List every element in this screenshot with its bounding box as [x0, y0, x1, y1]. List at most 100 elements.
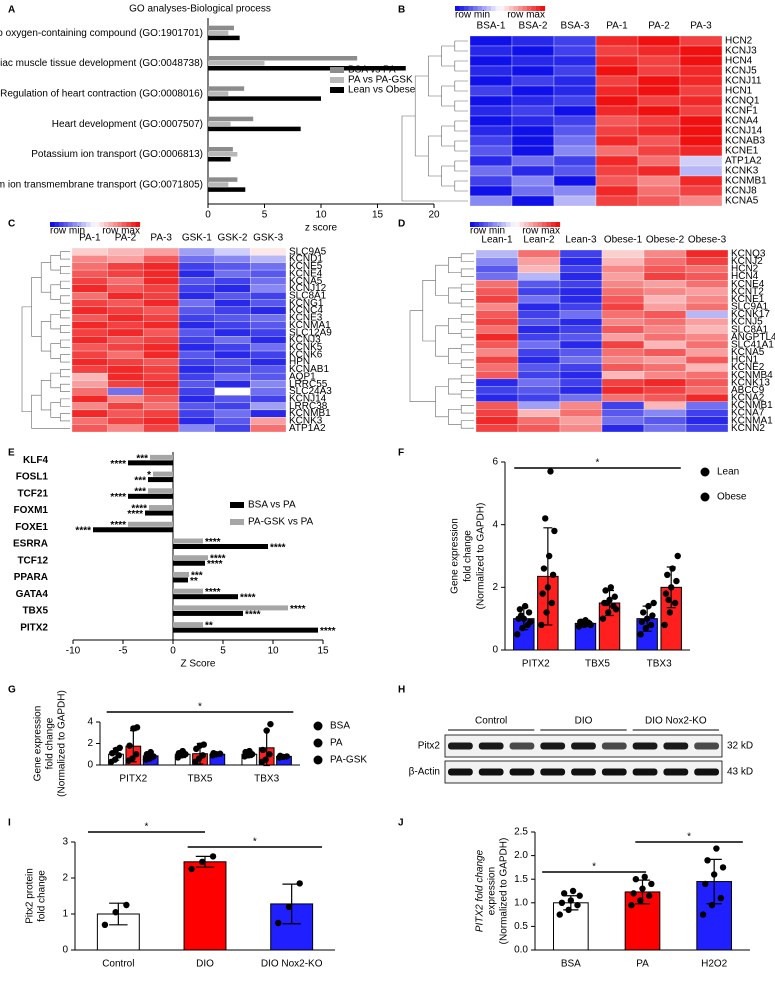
- heat-cell: [469, 185, 513, 197]
- data-point: [640, 609, 647, 616]
- heat-cell: [637, 145, 681, 157]
- heat-cell: [71, 321, 108, 330]
- heat-cell: [250, 269, 287, 278]
- heat-cell: [178, 372, 215, 381]
- data-point: [542, 515, 549, 522]
- heat-cell: [107, 284, 144, 293]
- heat-cell: [107, 343, 144, 352]
- heat-cell: [643, 310, 687, 319]
- heat-cell: [143, 365, 180, 374]
- heat-cell: [178, 395, 215, 403]
- heat-cell: [517, 401, 561, 410]
- dendrogram: [435, 325, 449, 357]
- chart-title: GO analyses-Biological process: [129, 4, 271, 15]
- heat-cell: [71, 402, 108, 411]
- colorbar-swatch: [528, 222, 534, 227]
- heat-cell: [475, 393, 519, 402]
- heat-cell: [601, 393, 645, 402]
- heat-cell: [643, 356, 687, 364]
- dendrogram: [60, 413, 70, 422]
- heat-cell: [469, 45, 513, 57]
- heat-cell: [250, 314, 287, 322]
- heat-cell: [214, 358, 251, 366]
- heat-cell: [214, 380, 251, 388]
- colorbar-swatch: [464, 6, 469, 11]
- dendrogram: [448, 378, 462, 395]
- dendrogram: [460, 329, 474, 338]
- bar: [150, 454, 173, 460]
- significance-label: ****: [205, 587, 221, 598]
- heat-cell: [559, 302, 603, 311]
- row-label: KCNMB1: [725, 176, 767, 187]
- heat-cell: [643, 340, 687, 349]
- bar: [208, 30, 229, 36]
- dendrogram: [60, 383, 70, 392]
- heat-cell: [511, 175, 555, 187]
- heat-cell: [178, 255, 215, 263]
- dendrogram: [448, 408, 462, 425]
- heat-cell: [214, 292, 251, 300]
- colorbar-swatch: [126, 222, 132, 227]
- heat-cell: [143, 417, 180, 425]
- dendrogram: [454, 120, 468, 132]
- row-label: SLC9A1: [731, 302, 769, 313]
- row-label: KCNK6: [289, 349, 323, 360]
- heat-cell: [250, 365, 287, 374]
- heat-cell: [517, 287, 561, 296]
- y-axis-label: (Normalized to GAPDH): [57, 690, 68, 797]
- dendrogram: [428, 135, 442, 177]
- heat-cell: [559, 424, 603, 433]
- heat-cell: [511, 105, 555, 117]
- heat-cell: [214, 269, 251, 278]
- dendrogram: [460, 374, 474, 384]
- heat-cell: [559, 318, 603, 326]
- colorbar-swatch: [537, 222, 543, 227]
- row-label: KCNMA1: [289, 320, 331, 331]
- heat-cell: [214, 328, 251, 337]
- colorbar-swatch: [468, 6, 474, 11]
- heat-cell: [71, 299, 108, 308]
- heat-cell: [178, 409, 215, 418]
- heat-cell: [517, 280, 561, 289]
- y-axis-label: (Normalized to GAPDH): [499, 838, 510, 945]
- heat-cell: [214, 247, 251, 256]
- data-point: [517, 612, 525, 619]
- heat-cell: [143, 343, 180, 352]
- heat-cell: [143, 284, 180, 293]
- heat-cell: [250, 284, 287, 293]
- row-label: KCNJ5: [731, 317, 763, 328]
- heat-cell: [214, 417, 251, 425]
- row-label: KCNK3: [289, 416, 323, 427]
- heat-cell: [517, 386, 561, 395]
- dendrogram: [422, 280, 436, 342]
- heat-cell: [601, 371, 645, 380]
- data-point: [717, 894, 725, 902]
- heat-cell: [643, 424, 687, 433]
- heat-cell: [107, 409, 144, 418]
- heat-cell: [250, 306, 287, 315]
- colorbar-label: row min: [455, 10, 490, 21]
- data-point: [267, 720, 274, 728]
- heat-cell: [475, 378, 519, 387]
- row-label: LRRC38: [289, 401, 328, 412]
- bar: [208, 66, 406, 71]
- data-point: [516, 606, 524, 613]
- row-label: KCNJ2: [731, 256, 763, 267]
- category-label: Potassium ion transmembrane transport (G…: [0, 179, 203, 190]
- heat-cell: [107, 372, 144, 381]
- bar: [208, 152, 238, 157]
- column-label: BSA-1: [477, 21, 506, 32]
- heat-cell: [143, 328, 180, 337]
- heat-cell: [643, 416, 687, 425]
- heat-cell: [469, 95, 513, 107]
- legend-label: Obese: [717, 492, 747, 503]
- data-point: [669, 565, 676, 572]
- heat-cell: [71, 247, 108, 256]
- heat-cell: [250, 336, 287, 344]
- heat-cell: [143, 299, 180, 308]
- heat-cell: [178, 321, 215, 330]
- heat-cell: [643, 363, 687, 372]
- heat-cell: [511, 125, 555, 137]
- heat-cell: [559, 409, 603, 417]
- heat-cell: [178, 247, 215, 256]
